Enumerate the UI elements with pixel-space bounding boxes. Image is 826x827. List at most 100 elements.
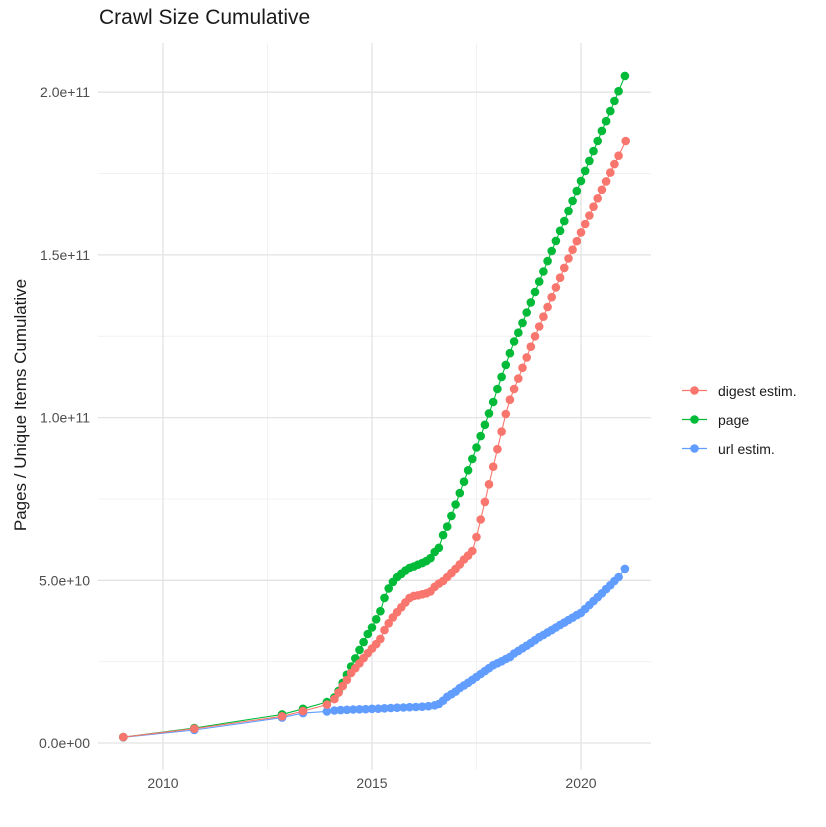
data-point-digestestim xyxy=(551,283,561,292)
data-point-page xyxy=(497,372,506,382)
legend-item-urlestim: url estim. xyxy=(681,440,797,457)
data-point-page xyxy=(434,543,444,553)
data-point-digestestim xyxy=(493,444,502,454)
data-point-urlestim xyxy=(322,707,332,716)
data-point-page xyxy=(426,553,435,563)
y-tick-label: 1.0e+11 xyxy=(40,410,90,426)
data-point-page xyxy=(601,116,611,126)
data-point-digestestim xyxy=(468,546,477,556)
data-point-digestestim xyxy=(338,681,348,691)
legend-label: url estim. xyxy=(718,440,775,457)
data-point-page xyxy=(363,629,373,639)
y-tick-label: 2.0e+11 xyxy=(40,84,90,100)
data-point-digestestim xyxy=(568,245,577,254)
data-point-page xyxy=(493,384,502,394)
data-point-urlestim xyxy=(336,705,345,715)
data-point-page xyxy=(455,488,465,498)
data-point-page xyxy=(501,360,511,370)
data-point-page xyxy=(568,196,577,206)
data-point-page xyxy=(476,431,486,441)
data-point-page xyxy=(522,308,531,317)
data-point-digestestim xyxy=(621,136,630,146)
data-point-page xyxy=(614,86,623,96)
data-point-digestestim xyxy=(555,273,565,283)
legend-key-icon xyxy=(682,444,707,453)
data-point-page xyxy=(580,166,590,176)
data-point-digestestim xyxy=(606,168,615,177)
data-point-digestestim xyxy=(334,688,343,697)
data-point-page xyxy=(539,267,548,276)
legend-item-page: page xyxy=(681,411,797,428)
data-point-digestestim xyxy=(342,675,352,685)
data-point-page xyxy=(620,71,630,81)
data-point-digestestim xyxy=(589,202,598,211)
data-point-digestestim xyxy=(119,732,128,742)
data-point-page xyxy=(355,645,364,655)
data-point-digestestim xyxy=(330,694,339,704)
data-point-digestestim xyxy=(610,159,619,169)
data-point-page xyxy=(526,298,536,307)
data-point-page xyxy=(505,348,515,358)
legend: digest estim. page url estim. xyxy=(681,382,797,457)
legend-key-icon xyxy=(682,415,707,424)
data-point-urlestim xyxy=(361,704,371,714)
data-point-urlestim xyxy=(620,564,630,574)
data-point-urlestim xyxy=(355,705,364,714)
y-tick-label: 5.0e+10 xyxy=(39,572,90,588)
data-point-page xyxy=(509,337,519,346)
y-tick-label: 0.0e+00 xyxy=(39,735,90,751)
data-point-digestestim xyxy=(530,332,540,341)
x-tick-label: 2010 xyxy=(147,775,178,791)
data-point-page xyxy=(576,176,586,186)
data-point-page xyxy=(488,397,498,407)
data-point-page xyxy=(514,328,523,338)
data-point-page xyxy=(480,420,490,430)
data-point-digestestim xyxy=(484,480,494,489)
data-point-page xyxy=(384,584,394,593)
data-point-digestestim xyxy=(547,292,556,302)
legend-label: page xyxy=(718,411,750,428)
data-point-urlestim xyxy=(411,702,421,712)
data-point-digestestim xyxy=(322,700,332,709)
data-point-page xyxy=(610,96,619,106)
data-point-page xyxy=(447,511,456,521)
data-point-page xyxy=(534,277,544,286)
y-tick-label: 1.5e+11 xyxy=(40,247,90,263)
data-point-page xyxy=(585,156,594,166)
data-point-digestestim xyxy=(601,177,611,186)
data-point-urlestim xyxy=(342,705,352,715)
data-point-page xyxy=(543,256,552,266)
data-point-page xyxy=(359,637,368,647)
data-point-digestestim xyxy=(585,211,594,220)
chart-title: Crawl Size Cumulative xyxy=(99,6,311,29)
data-point-digestestim xyxy=(518,363,527,373)
legend-label: digest estim. xyxy=(718,382,797,399)
data-point-digestestim xyxy=(514,374,523,383)
data-point-page xyxy=(376,606,385,616)
data-point-digestestim xyxy=(497,427,506,436)
data-point-digestestim xyxy=(576,228,586,237)
data-point-page xyxy=(472,443,481,452)
data-point-digestestim xyxy=(488,462,498,472)
data-point-page xyxy=(459,477,469,487)
data-point-digestestim xyxy=(509,384,519,394)
data-point-page xyxy=(484,409,494,418)
data-point-urlestim xyxy=(348,705,358,714)
data-point-digestestim xyxy=(505,395,515,405)
data-point-digestestim xyxy=(501,409,511,419)
data-point-urlestim xyxy=(417,702,427,711)
data-point-digestestim xyxy=(580,219,590,229)
data-point-digestestim xyxy=(564,254,573,263)
data-point-urlestim xyxy=(392,703,402,712)
data-point-page xyxy=(518,318,527,328)
data-point-page xyxy=(597,126,607,136)
legend-key-icon xyxy=(682,386,707,395)
data-point-urlestim xyxy=(399,703,408,712)
x-tick-label: 2015 xyxy=(356,775,387,791)
data-point-digestestim xyxy=(472,532,481,542)
x-tick-label: 2020 xyxy=(565,775,596,791)
data-point-digestestim xyxy=(614,151,623,160)
data-point-digestestim xyxy=(298,706,308,716)
y-axis-title: Pages / Unique Items Cumulative xyxy=(11,278,30,532)
